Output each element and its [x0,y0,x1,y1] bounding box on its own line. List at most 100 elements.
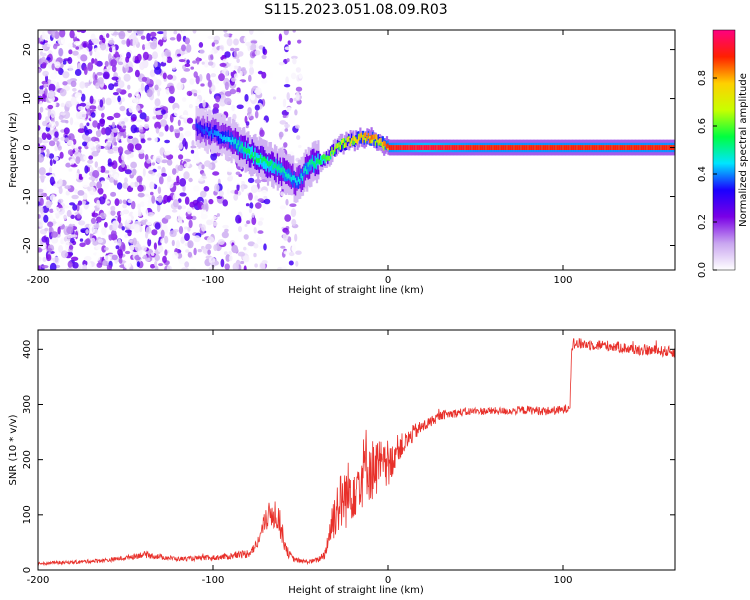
snr-marks [38,338,675,567]
spectrogram-ridge-cell [377,139,380,145]
spectrogram-noise-cell [288,115,296,124]
spectrogram-noise-cell [161,166,166,175]
spectrogram-noise-cell [283,30,289,36]
spectrogram-noise-cell [93,223,100,229]
spectrogram-noise-cell [136,30,144,37]
spectrogram-ridge-cell [559,145,562,150]
spectrogram-noise-cell [87,186,91,192]
spectrogram-noise-cell [110,59,117,67]
spectrogram-noise-cell [60,136,66,141]
spectrogram-noise-cell [166,159,173,166]
spectrogram-noise-cell [43,186,47,192]
spectrogram-noise-cell [254,104,260,111]
spectrogram-noise-cell [177,198,182,203]
spectrogram-ridge-cell [313,161,316,167]
spectrogram-noise-cell [250,94,256,101]
spectrogram-noise-cell [110,191,117,197]
spectrogram-noise-cell [52,102,57,107]
spectrogram-ridge-cell [363,133,366,138]
spectrogram-noise-cell [97,104,105,111]
spectrogram-noise-cell [119,52,125,59]
spectrogram-noise-cell [215,95,221,103]
spectrogram-noise-cell [76,252,83,257]
spectrogram-ridge-cell [264,157,267,169]
spectrogram-ridge-cell [587,145,590,150]
spectrogram-noise-cell [113,34,118,44]
spectrogram-noise-cell [263,195,268,200]
spectrogram-noise-cell [171,251,179,260]
spectrogram-noise-cell [111,254,118,261]
spectrogram-noise-cell [149,181,155,190]
spectrogram-noise-cell [172,199,179,208]
spectrogram-ridge-cell [196,124,200,136]
spectrogram-noise-cell [95,252,101,261]
spectrogram-noise-cell [254,195,259,201]
spectrogram-noise-cell [110,205,116,212]
spectrogram-noise-cell [162,255,167,263]
spectrogram-noise-cell [78,146,82,150]
spectrogram-noise-cell [61,250,68,259]
spectrogram-noise-cell [113,221,119,230]
spectrogram-ridge-cell [581,145,585,150]
spectrogram-ridge-cell [244,147,247,153]
spectrogram-noise-cell [38,125,41,131]
spectrogram-ridge-cell [636,145,639,150]
spectrogram-ridge-cell [646,145,649,150]
spectrogram-ridge-cell [539,145,543,150]
spectrogram-noise-cell [38,219,44,227]
spectrogram-noise-cell [75,156,81,165]
spectrogram-noise-cell [79,81,86,89]
spectrogram-noise-cell [205,243,212,250]
snr-ytick-label: 200 [22,450,33,469]
spectrogram-noise-cell [128,239,133,243]
spectrogram-ridge-cell [663,145,666,150]
spectrogram-noise-cell [169,125,174,133]
spectrogram-noise-cell [192,123,197,131]
spectrogram-ridge-cell [612,145,615,150]
spectrogram-noise-cell [40,52,47,57]
spectrogram-noise-cell [223,33,230,38]
spectrogram-ridge-cell [353,136,356,141]
spectrogram-noise-cell [68,244,74,250]
spectrogram-noise-cell [164,124,169,132]
spectrogram-noise-cell [247,177,255,184]
spectrogram-noise-cell [184,261,190,268]
spectrogram-ridge-cell [370,138,373,144]
spectrogram-ridge-cell [595,145,599,150]
spectrogram-noise-cell [201,204,208,210]
spectrogram-ridge-cell [353,139,356,145]
spectrogram-ridge-cell [387,143,390,149]
spectrogram-noise-cell [69,117,74,126]
spectrogram-noise-cell [206,50,211,56]
spectrogram-noise-cell [146,89,153,98]
spectrogram-ridge-cell [558,145,561,150]
spectrogram-noise-cell [74,121,80,126]
spectrogram-noise-cell [186,44,192,53]
spectrogram-noise-cell [186,90,193,97]
spectrogram-noise-cell [124,149,132,155]
spectrogram-noise-cell [56,221,63,227]
spectrogram-noise-cell [88,155,94,160]
spectrogram-ridge-cell [474,145,477,150]
spectrogram-noise-cell [95,82,100,89]
spectrogram-xlabel: Height of straight line (km) [288,285,424,296]
spectrogram-noise-cell [249,202,254,209]
spectrogram-noise-cell [112,31,120,36]
spectrogram-ridge-cell [548,145,551,150]
spectrogram-ridge-cell [457,145,460,150]
spectrogram-noise-cell [150,264,156,269]
spectrogram-ytick-label: -10 [22,188,33,204]
spectrogram-noise-cell [39,175,46,180]
spectrogram-noise-cell [137,203,141,210]
spectrogram-ridge-cell [243,146,246,159]
spectrogram-noise-cell [74,92,82,99]
spectrogram-noise-cell [82,192,88,200]
spectrogram-noise-cell [74,143,79,153]
spectrogram-noise-cell [213,103,220,110]
colorbar-label: Normalized spectral amplitude [738,73,749,227]
spectrogram-ridge-cell [534,145,537,150]
spectrogram-ridge-cell [499,145,502,150]
spectrogram-noise-cell [62,60,67,65]
spectrogram-noise-cell [247,107,252,115]
spectrogram-ridge-cell [436,145,439,150]
